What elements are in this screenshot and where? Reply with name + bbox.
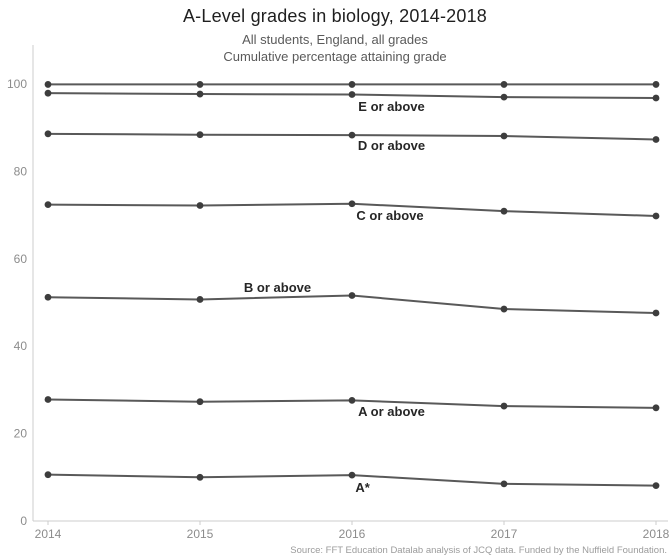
data-point bbox=[500, 402, 508, 410]
data-point bbox=[348, 91, 356, 98]
data-point bbox=[652, 81, 660, 88]
y-tick-label: 80 bbox=[14, 164, 28, 178]
data-point bbox=[652, 309, 660, 317]
data-point bbox=[652, 136, 660, 143]
data-point bbox=[348, 200, 356, 208]
y-tick-label: 0 bbox=[20, 514, 27, 528]
chart-subtitle-measure: Cumulative percentage attaining grade bbox=[223, 49, 447, 64]
data-point bbox=[44, 471, 52, 479]
data-point bbox=[196, 398, 204, 406]
chart-title: A-Level grades in biology, 2014-2018 bbox=[182, 6, 488, 26]
series-label: A or above bbox=[358, 404, 425, 419]
x-tick-label: 2017 bbox=[491, 527, 518, 541]
data-point bbox=[44, 130, 52, 138]
data-point bbox=[500, 305, 508, 313]
data-point bbox=[196, 473, 204, 481]
data-point bbox=[44, 81, 52, 88]
data-point bbox=[500, 480, 508, 488]
series-label: E or above bbox=[358, 99, 424, 114]
data-point bbox=[348, 396, 356, 404]
data-point bbox=[348, 131, 356, 139]
series-label: B or above bbox=[244, 280, 311, 295]
data-point bbox=[44, 89, 52, 97]
series-label: A* bbox=[355, 480, 370, 495]
chart-subtitle-population: All students, England, all grades bbox=[242, 32, 428, 47]
source-attribution: Source: FFT Education Datalab analysis o… bbox=[290, 545, 667, 556]
series-label: D or above bbox=[358, 138, 425, 153]
data-point bbox=[500, 207, 508, 215]
data-point bbox=[196, 81, 204, 88]
series-label: C or above bbox=[356, 208, 423, 223]
data-point bbox=[196, 131, 204, 139]
data-point bbox=[196, 296, 204, 303]
x-tick-label: 2016 bbox=[339, 527, 366, 541]
data-point bbox=[44, 396, 52, 403]
data-point bbox=[652, 94, 660, 102]
data-point bbox=[500, 93, 508, 101]
y-tick-label: 100 bbox=[7, 77, 27, 91]
data-point bbox=[348, 471, 356, 479]
data-point bbox=[348, 292, 356, 299]
data-point bbox=[652, 404, 660, 412]
y-tick-label: 40 bbox=[14, 339, 28, 353]
data-point bbox=[652, 482, 660, 490]
x-tick-label: 2015 bbox=[187, 527, 214, 541]
data-point bbox=[44, 201, 52, 209]
data-point bbox=[652, 212, 660, 220]
x-tick-label: 2014 bbox=[35, 527, 62, 541]
data-point bbox=[44, 293, 52, 301]
data-point bbox=[196, 202, 204, 209]
data-point bbox=[348, 81, 356, 88]
x-tick-label: 2018 bbox=[643, 527, 670, 541]
data-point bbox=[500, 132, 508, 140]
data-point bbox=[500, 81, 508, 88]
y-tick-label: 60 bbox=[14, 252, 28, 266]
data-point bbox=[196, 90, 204, 98]
y-tick-label: 20 bbox=[14, 427, 28, 441]
